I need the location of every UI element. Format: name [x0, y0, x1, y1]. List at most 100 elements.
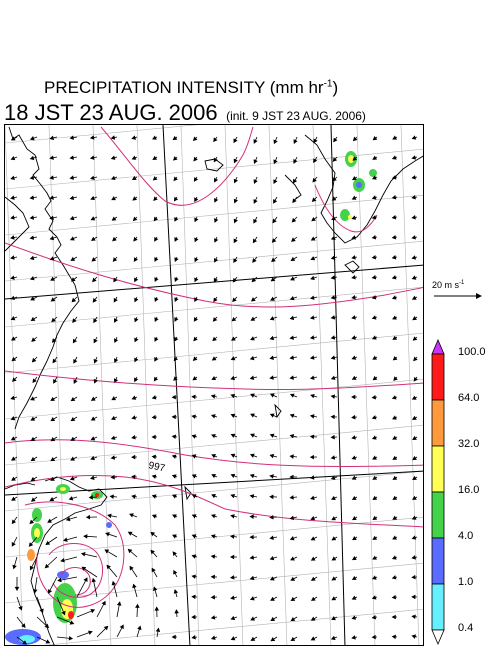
wind-vector — [48, 576, 58, 594]
wind-vector — [49, 256, 58, 261]
wind-vector — [391, 594, 398, 600]
wind-vector — [269, 355, 278, 361]
wind-vector — [249, 473, 258, 479]
wind-vector — [214, 196, 219, 203]
wind-vector — [413, 376, 418, 382]
wind-vector — [60, 556, 78, 563]
wind-vector — [194, 196, 199, 203]
wind-vector — [71, 296, 78, 303]
wind-vector — [131, 395, 138, 400]
wind-vector — [351, 635, 358, 640]
wind-vector — [173, 356, 179, 362]
wind-vector — [50, 476, 58, 481]
colorbar-box-4-16 — [431, 491, 445, 539]
wind-vector — [411, 195, 418, 200]
wind-vector — [30, 416, 38, 421]
graticule-line — [5, 194, 423, 236]
wind-vector — [211, 434, 218, 439]
wind-vector — [153, 216, 159, 222]
wind-vector — [391, 234, 398, 240]
reference-arrow — [434, 293, 482, 299]
parallel-frame-line — [330, 125, 346, 645]
wind-vector — [29, 195, 38, 200]
wind-vector — [85, 514, 98, 520]
wind-vector — [150, 549, 158, 558]
wind-vector — [49, 195, 58, 200]
wind-vector — [29, 516, 38, 525]
wind-vector — [10, 255, 18, 260]
wind-vector — [111, 415, 118, 421]
wind-vector — [68, 496, 78, 501]
precip-cell — [340, 209, 350, 221]
wind-vector — [93, 316, 98, 324]
wind-vector — [172, 494, 178, 499]
wind-vector — [70, 416, 78, 422]
wind-vector — [90, 236, 98, 241]
wind-vector — [310, 375, 318, 380]
wind-vector — [331, 516, 338, 521]
wind-vector — [211, 454, 218, 459]
wind-vector — [171, 434, 178, 440]
wind-vector — [230, 595, 238, 600]
wind-vector — [371, 634, 378, 640]
wind-vector — [269, 535, 278, 540]
wind-vector — [90, 436, 98, 441]
wind-vector — [351, 615, 358, 620]
wind-vector — [155, 627, 161, 638]
wind-vector — [191, 434, 198, 439]
wind-vector — [372, 475, 378, 480]
graticule-line — [136, 125, 156, 645]
valid-time: 18 JST 23 AUG. 2006 — [4, 100, 218, 125]
wind-vector — [30, 296, 38, 301]
wind-vector — [269, 413, 278, 418]
wind-vector — [273, 196, 278, 204]
wind-vector — [371, 575, 378, 580]
wind-vector — [191, 534, 198, 539]
wind-vector — [70, 256, 78, 261]
wind-vector — [45, 536, 58, 545]
wind-vector — [309, 355, 318, 360]
wind-vector — [191, 574, 198, 579]
graticule-line — [224, 125, 244, 645]
wind-vector — [253, 216, 258, 224]
wind-vector — [151, 474, 158, 479]
wind-vector — [173, 196, 179, 202]
wind-vector — [10, 415, 18, 421]
wind-vector — [171, 474, 178, 479]
wind-vector — [132, 216, 138, 222]
wind-vector — [332, 156, 338, 162]
precip-cell — [27, 549, 35, 561]
wind-vector — [391, 295, 398, 300]
wind-vector — [52, 356, 58, 364]
wind-vector — [69, 476, 78, 481]
wind-vector — [249, 355, 258, 361]
wind-vector — [191, 474, 198, 479]
wind-vector — [351, 195, 358, 200]
wind-vector — [391, 614, 398, 620]
wind-vector — [36, 636, 51, 644]
colorbar-label-1: 1.0 — [458, 576, 474, 588]
wind-vector — [230, 493, 238, 499]
wind-vector — [116, 624, 124, 638]
precip-cell — [32, 508, 42, 522]
wind-vector — [69, 215, 78, 221]
wind-vector — [11, 536, 18, 547]
wind-vector — [371, 215, 378, 220]
wind-vector — [29, 215, 38, 220]
wind-vector — [351, 495, 358, 500]
wind-vector — [134, 276, 139, 283]
wind-vector — [47, 516, 58, 523]
precip-cell — [348, 215, 352, 219]
frame-lines — [5, 125, 423, 645]
wind-vector — [152, 176, 158, 181]
wind-vector — [30, 316, 38, 322]
wind-vector — [211, 514, 218, 519]
wind-vector — [171, 394, 178, 400]
wind-vector — [30, 436, 38, 441]
wind-vector — [412, 455, 418, 461]
wind-vector — [230, 413, 238, 418]
wind-vector — [249, 555, 258, 560]
graticule-line — [5, 332, 423, 374]
precip-cell — [95, 493, 99, 497]
wind-vector — [191, 494, 198, 499]
